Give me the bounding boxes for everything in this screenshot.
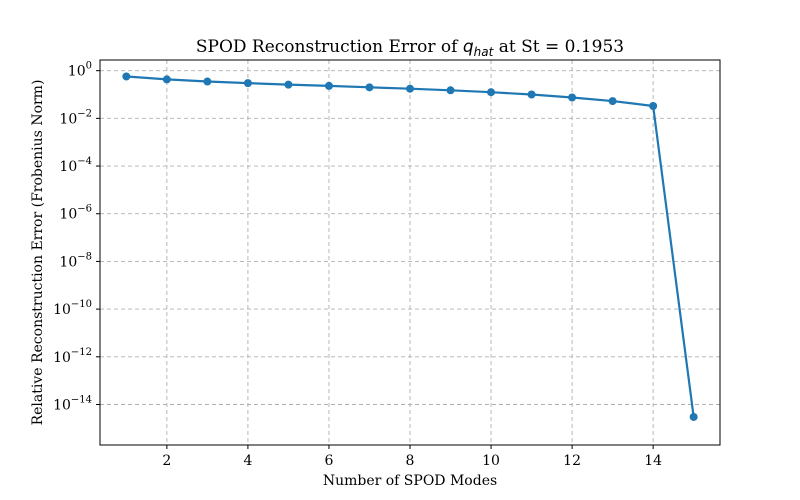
x-tick-label: 8 xyxy=(406,453,415,469)
x-tick-label: 12 xyxy=(563,453,581,469)
data-point-marker xyxy=(284,80,293,89)
y-axis-title: Relative Reconstruction Error (Frobenius… xyxy=(30,80,46,426)
chart-title: SPOD Reconstruction Error of qhat at St … xyxy=(196,37,624,59)
data-point-marker xyxy=(568,93,577,102)
x-tick-label: 10 xyxy=(482,453,500,469)
y-tick-label: 100 xyxy=(68,61,92,80)
data-point-marker xyxy=(487,88,496,97)
data-point-marker xyxy=(365,83,374,92)
y-tick-label: 10−4 xyxy=(59,156,92,175)
y-tick-label: 10−2 xyxy=(59,108,92,127)
data-point-marker xyxy=(122,72,131,81)
x-axis-title: Number of SPOD Modes xyxy=(323,473,497,489)
data-point-marker xyxy=(446,86,455,95)
error-curve xyxy=(126,75,695,418)
data-point-marker xyxy=(649,101,658,110)
data-point-marker xyxy=(527,90,536,99)
y-tick-label: 10−12 xyxy=(53,347,92,366)
axis-ticks: 2 4 6 8 10 12 14 100 10−2 10−4 10−6 10−8 10−10 10−12 1… xyxy=(53,61,662,469)
y-tick-label: 10−6 xyxy=(59,204,92,223)
x-tick-label: 14 xyxy=(644,453,662,469)
y-tick-label: 10−8 xyxy=(59,251,92,270)
series-line xyxy=(122,72,698,421)
data-point-marker xyxy=(162,75,171,84)
y-tick-label: 10−10 xyxy=(53,299,92,318)
data-point-marker xyxy=(203,77,212,86)
data-point-marker xyxy=(608,97,617,106)
data-point-marker xyxy=(689,412,698,421)
x-tick-label: 6 xyxy=(324,453,333,469)
x-tick-label: 2 xyxy=(162,453,171,469)
data-point-marker xyxy=(243,79,252,88)
x-tick-label: 4 xyxy=(243,453,252,469)
data-point-marker xyxy=(406,84,414,93)
grid-lines xyxy=(100,60,720,445)
data-point-marker xyxy=(324,81,333,90)
y-tick-label: 10−14 xyxy=(53,394,92,413)
